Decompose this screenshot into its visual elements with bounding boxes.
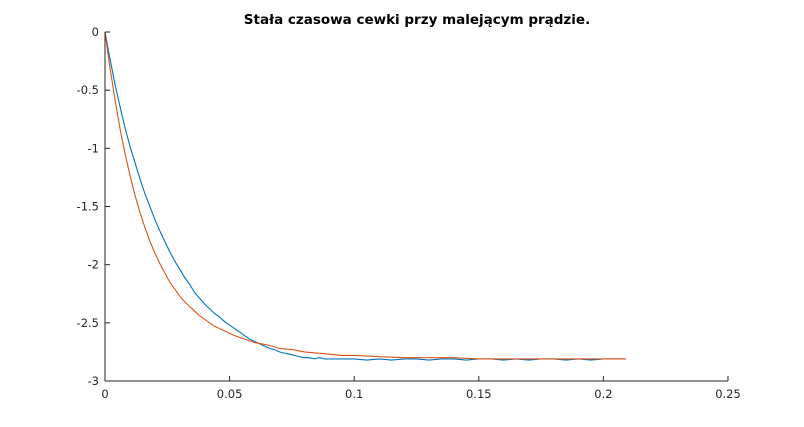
- y-tick-label: -1.5: [77, 200, 99, 214]
- x-tick-label: 0.1: [345, 387, 363, 401]
- series-line-2: [104, 31, 626, 360]
- y-tick-label: -1: [88, 141, 99, 155]
- chart-title: Stała czasowa cewki przy malejącym prądz…: [244, 12, 590, 28]
- x-tick-label: 0.05: [217, 387, 243, 401]
- x-tick-label: 0: [101, 387, 108, 401]
- y-tick-label: -0.5: [77, 83, 99, 97]
- x-tick-label: 0.25: [715, 387, 741, 401]
- y-tick-label: 0: [92, 25, 99, 39]
- series-line-1: [104, 31, 626, 361]
- y-tick-label: -2: [88, 258, 99, 272]
- y-axis-ticks: 0 -0.5 -1 -1.5 -2 -2.5 -3: [77, 25, 110, 388]
- x-tick-label: 0.2: [594, 387, 612, 401]
- series-layer: [104, 31, 626, 361]
- y-tick-label: -3: [88, 374, 99, 388]
- x-axis-ticks: 0 0.05 0.1 0.15 0.2 0.25: [101, 376, 741, 401]
- x-tick-label: 0.15: [466, 387, 492, 401]
- y-tick-label: -2.5: [77, 316, 99, 330]
